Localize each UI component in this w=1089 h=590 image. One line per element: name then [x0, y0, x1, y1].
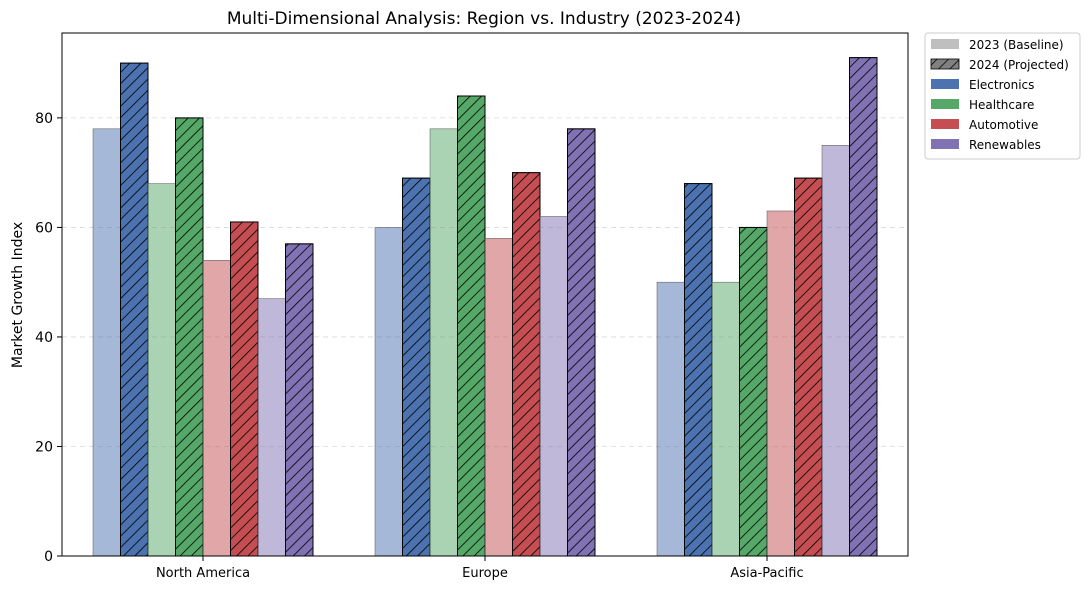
x-tick-label: Europe	[462, 566, 508, 581]
bar-north-america-electronics-2024-hatch	[120, 62, 149, 557]
bars	[92, 57, 878, 557]
bar-europe-healthcare-2024-hatch	[457, 95, 486, 557]
legend-swatch-automotive	[931, 119, 959, 129]
bar-north-america-healthcare-2024-hatch	[175, 117, 204, 557]
y-tick-label: 20	[35, 439, 53, 455]
legend-label: 2023 (Baseline)	[969, 38, 1064, 52]
legend: 2023 (Baseline) 2024 (Projected) Electroni…	[924, 32, 1081, 160]
legend-swatch-electronics	[931, 79, 959, 89]
bar-europe-renewables-2023	[539, 216, 568, 557]
bar-asia-pacific-renewables-2024-hatch	[849, 57, 878, 557]
x-tick-label: North America	[156, 566, 250, 581]
y-axis-label: Market Growth Index	[10, 222, 26, 368]
bar-europe-electronics-2024-hatch	[402, 177, 431, 557]
bar-asia-pacific-healthcare-2023	[711, 281, 740, 557]
bar-europe-automotive-2024-hatch	[512, 172, 541, 557]
y-tick-label: 80	[35, 111, 53, 127]
chart-title: Multi-Dimensional Analysis: Region vs. I…	[227, 9, 741, 29]
bar-asia-pacific-electronics-2023	[656, 281, 685, 557]
bar-asia-pacific-automotive-2023	[766, 210, 795, 557]
bar-europe-automotive-2023	[484, 238, 513, 557]
bar-north-america-renewables-2024-hatch	[285, 243, 314, 557]
legend-label: Healthcare	[969, 98, 1034, 112]
legend-label: Automotive	[969, 118, 1038, 132]
legend-box	[924, 32, 1081, 160]
bar-north-america-automotive-2024-hatch	[230, 221, 259, 557]
x-tick-label: Asia-Pacific	[730, 566, 803, 581]
y-tick-label: 40	[35, 330, 53, 346]
y-tick-label: 0	[44, 549, 53, 565]
bar-europe-electronics-2023	[374, 227, 403, 557]
bar-europe-healthcare-2023	[429, 128, 458, 557]
bar-asia-pacific-healthcare-2024-hatch	[739, 226, 768, 557]
legend-swatch-renewables	[931, 139, 959, 149]
y-tick-label: 60	[35, 220, 53, 236]
bar-europe-renewables-2024-hatch	[567, 128, 596, 557]
bar-north-america-automotive-2023	[202, 260, 231, 557]
legend-swatch-healthcare	[931, 99, 959, 109]
bar-north-america-healthcare-2023	[147, 183, 176, 557]
y-axis-ticks: 0 20 40 60 80	[35, 111, 62, 565]
legend-swatch-2024-projected-hatch	[930, 58, 960, 70]
bar-asia-pacific-renewables-2023	[821, 145, 850, 557]
bar-asia-pacific-electronics-2024-hatch	[684, 183, 713, 557]
legend-label: Renewables	[969, 138, 1041, 152]
bar-north-america-renewables-2023	[257, 298, 286, 557]
bar-north-america-electronics-2023	[92, 128, 121, 557]
legend-label: Electronics	[969, 78, 1034, 92]
bar-asia-pacific-automotive-2024-hatch	[794, 177, 823, 557]
legend-label: 2024 (Projected)	[969, 58, 1069, 72]
legend-swatch-2023-baseline	[931, 39, 959, 49]
x-axis-categories: North America Europe Asia-Pacific	[156, 556, 804, 581]
